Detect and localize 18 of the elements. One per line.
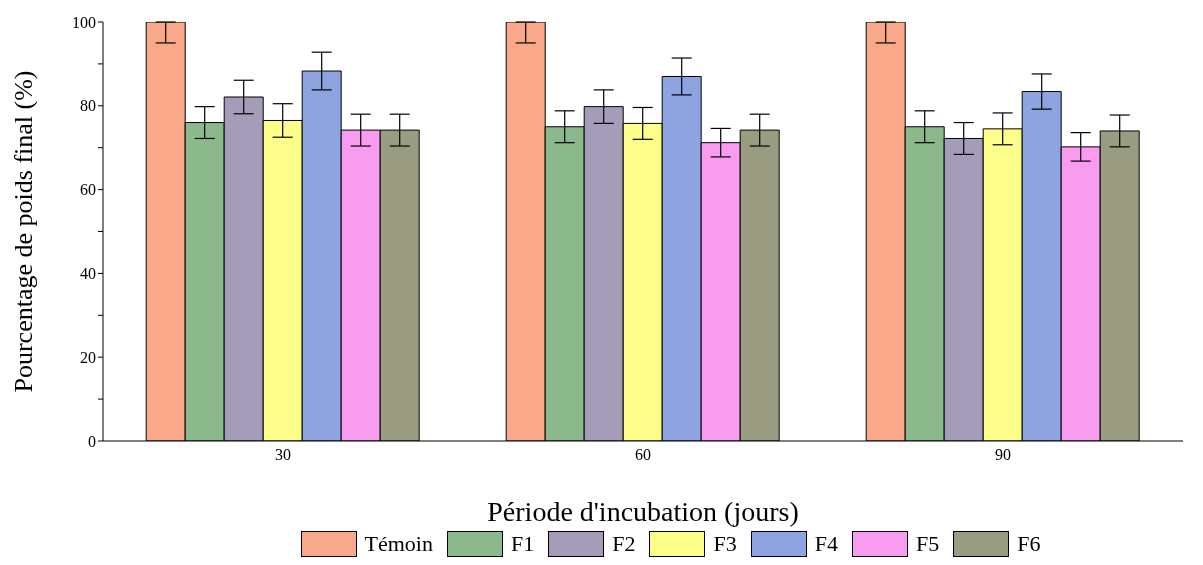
y-tick-label: 40 (80, 265, 96, 283)
x-tick-label: 30 (275, 446, 291, 464)
y-axis-title: Pourcentage de poids final (%) (9, 70, 39, 393)
legend-label: F4 (814, 531, 838, 557)
y-tick-label: 80 (80, 97, 96, 115)
x-tick-label: 90 (995, 446, 1011, 464)
x-tick-label: 60 (635, 446, 651, 464)
legend-label: F1 (510, 531, 535, 557)
y-tick-label: 100 (72, 13, 96, 31)
legend-label: F3 (713, 531, 737, 557)
legend-label: F6 (1017, 531, 1041, 557)
legend-label: F5 (915, 531, 940, 557)
y-tick-label: 60 (80, 181, 96, 199)
y-tick-label: 0 (88, 432, 96, 450)
legend-label: F2 (612, 531, 636, 557)
legend-label: Témoin (364, 531, 433, 557)
y-tick-label: 20 (80, 348, 96, 366)
x-axis-title: Période d'incubation (jours) (487, 496, 799, 527)
